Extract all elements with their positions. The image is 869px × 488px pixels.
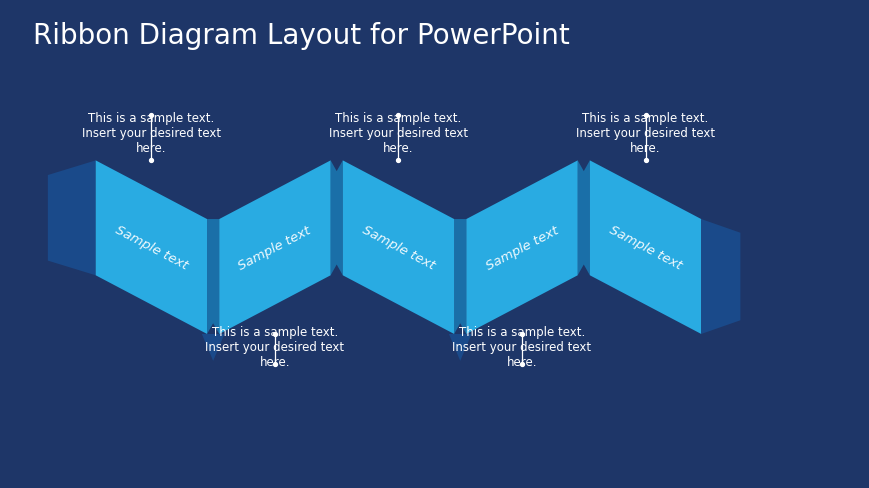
Polygon shape <box>48 161 96 276</box>
Polygon shape <box>96 161 207 334</box>
Text: This is a sample text.
Insert your desired text
here.: This is a sample text. Insert your desir… <box>452 325 591 368</box>
Text: This is a sample text.
Insert your desired text
here.: This is a sample text. Insert your desir… <box>575 112 714 155</box>
Polygon shape <box>342 161 454 334</box>
Text: Sample text: Sample text <box>113 223 189 272</box>
Polygon shape <box>219 161 330 334</box>
Polygon shape <box>577 161 589 276</box>
Polygon shape <box>589 161 700 334</box>
Text: This is a sample text.
Insert your desired text
here.: This is a sample text. Insert your desir… <box>328 112 468 155</box>
Polygon shape <box>454 220 466 334</box>
Polygon shape <box>448 334 471 361</box>
Text: Ribbon Diagram Layout for PowerPoint: Ribbon Diagram Layout for PowerPoint <box>33 22 569 50</box>
Text: This is a sample text.
Insert your desired text
here.: This is a sample text. Insert your desir… <box>82 112 221 155</box>
Polygon shape <box>202 334 224 361</box>
Text: Sample text: Sample text <box>236 223 313 272</box>
Text: Sample text: Sample text <box>483 223 560 272</box>
Polygon shape <box>700 220 740 334</box>
Polygon shape <box>207 220 219 334</box>
Text: This is a sample text.
Insert your desired text
here.: This is a sample text. Insert your desir… <box>205 325 344 368</box>
Polygon shape <box>466 161 577 334</box>
Text: Sample text: Sample text <box>607 223 683 272</box>
Text: Sample text: Sample text <box>360 223 436 272</box>
Polygon shape <box>330 161 342 276</box>
